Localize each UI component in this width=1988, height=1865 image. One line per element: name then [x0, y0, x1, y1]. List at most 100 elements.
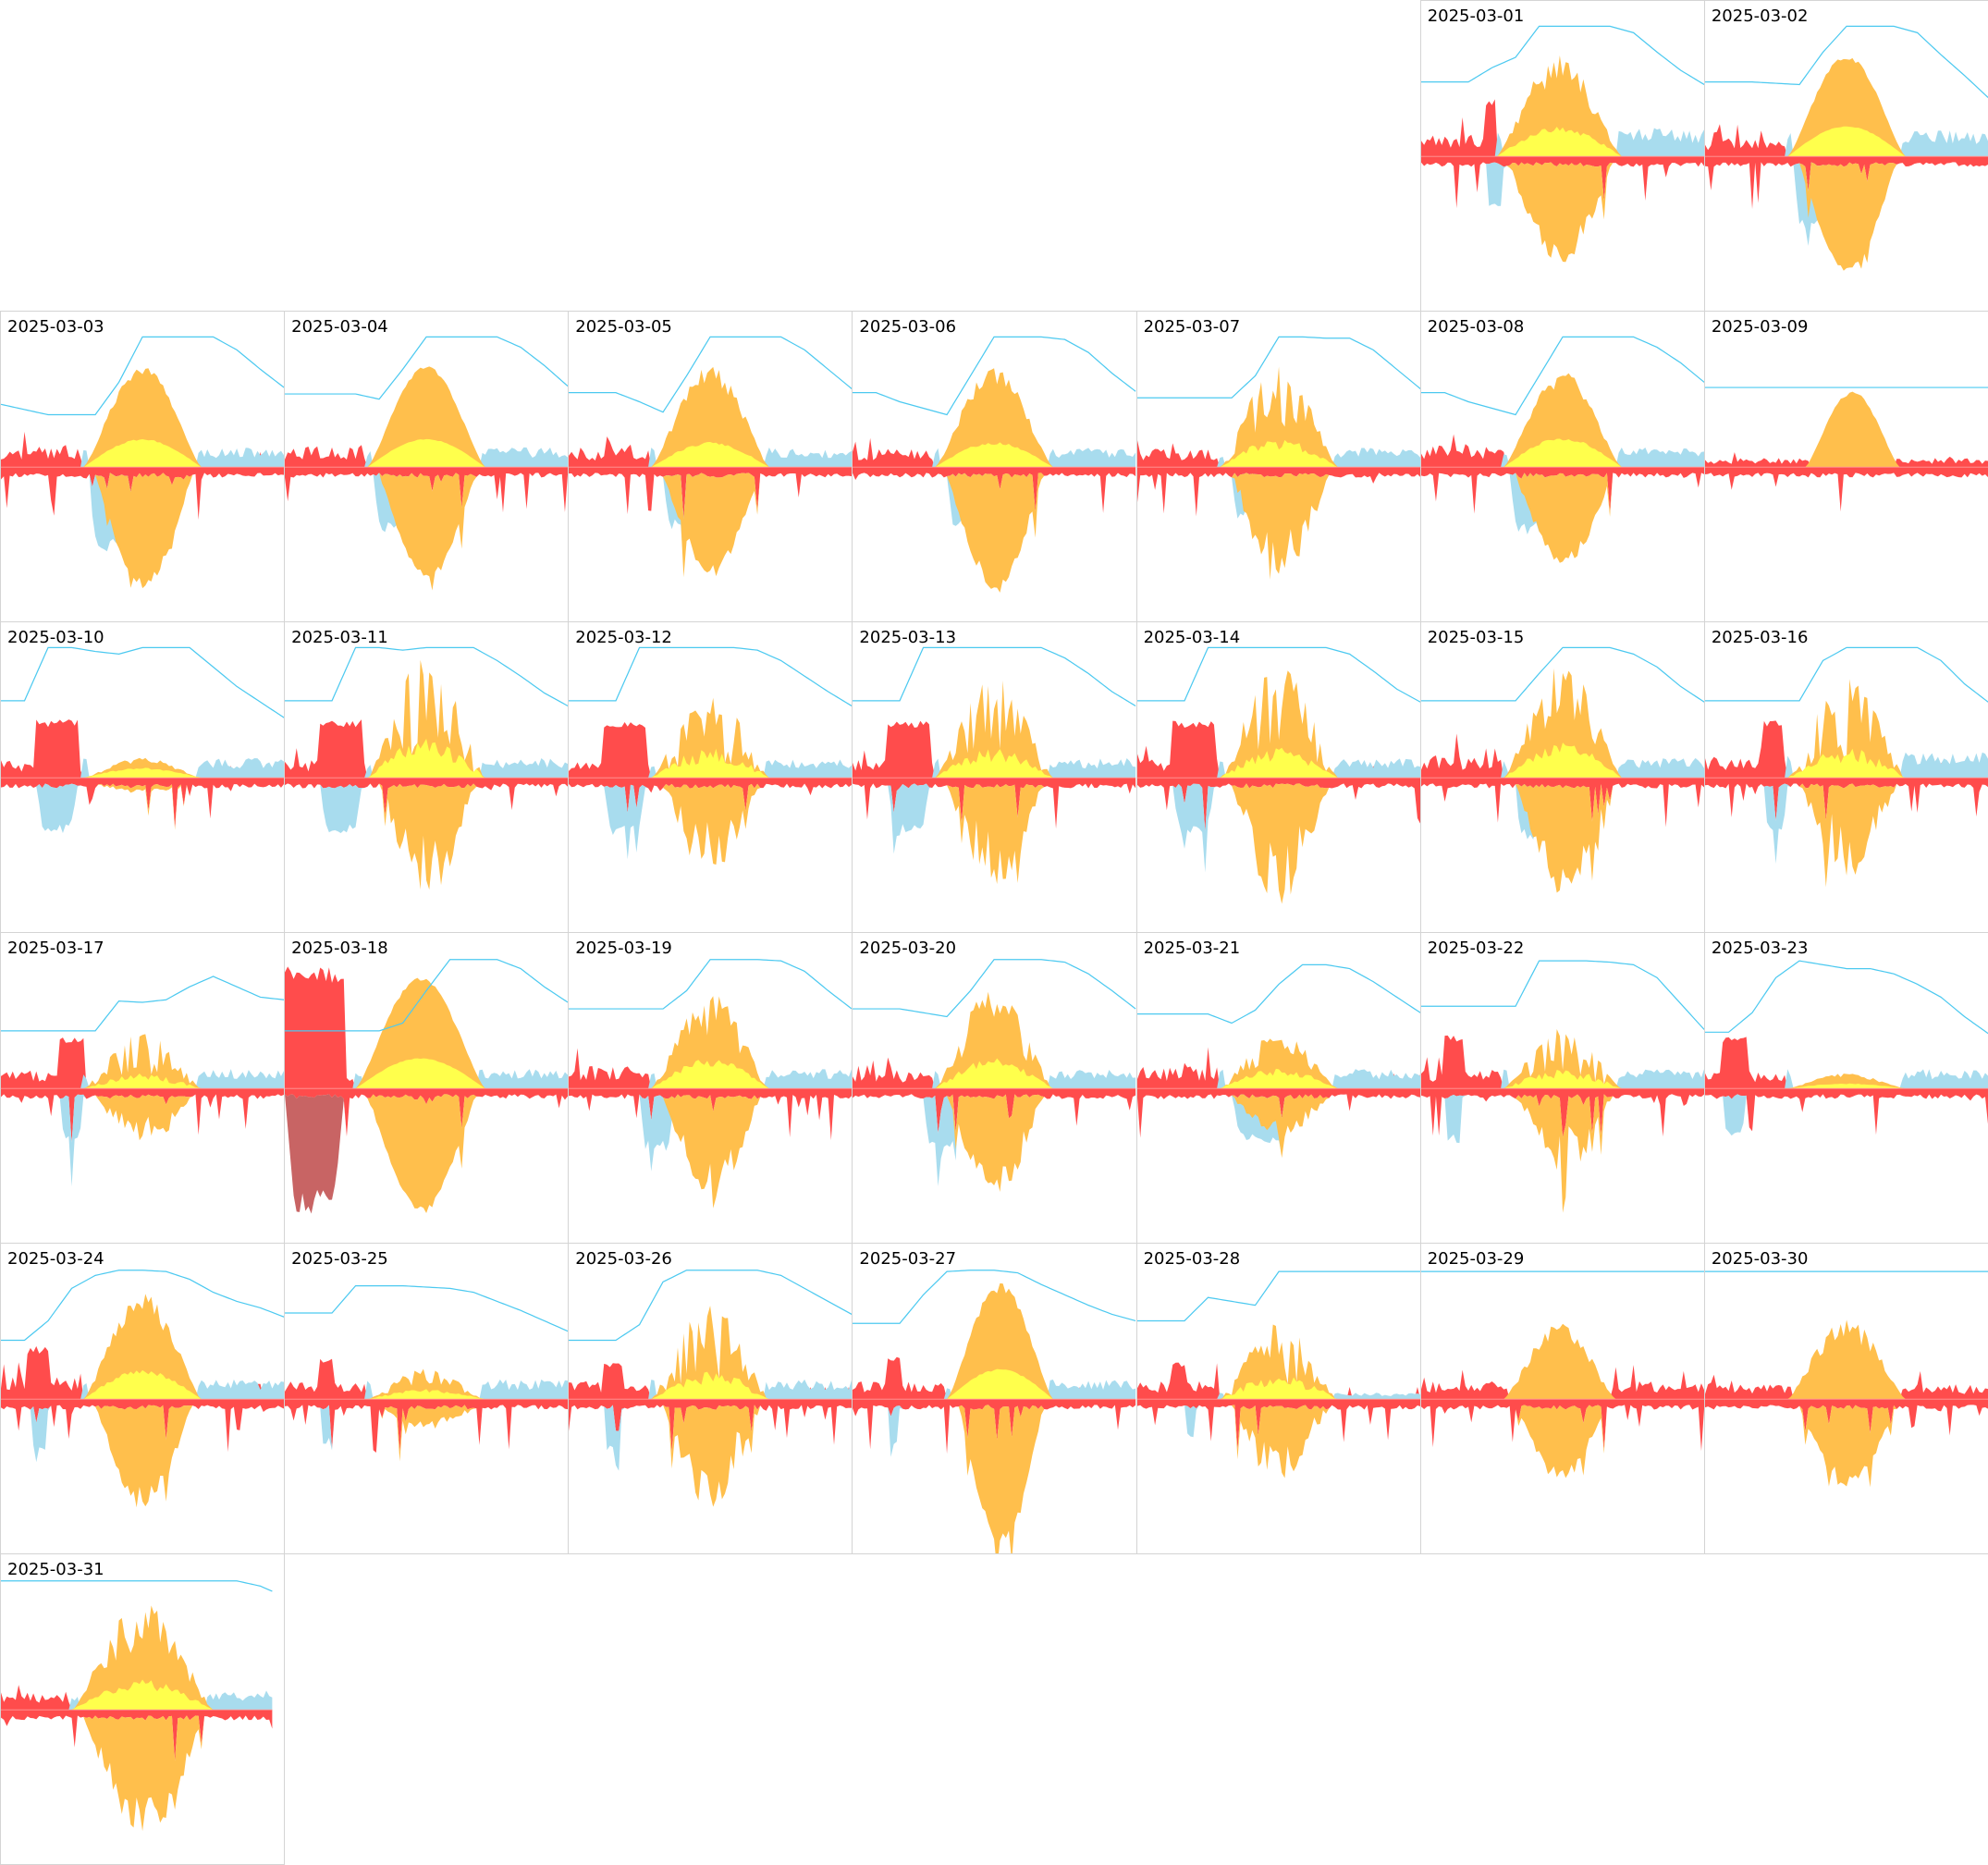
- grid-export-area: [1420, 156, 1704, 209]
- solar-export-area: [1704, 162, 1988, 271]
- battery-discharge-area: [1136, 1069, 1420, 1089]
- self-use-area: [1420, 1070, 1704, 1089]
- solar-area: [285, 366, 569, 468]
- solar-export-area: [569, 1094, 853, 1209]
- solar-area: [1, 757, 285, 779]
- grid-import-area: [1704, 1370, 1988, 1400]
- day-cell: 2025-03-25: [284, 1243, 570, 1554]
- self-use-area: [1420, 742, 1704, 779]
- battery-discharge-area: [853, 1380, 1136, 1400]
- day-energy-chart: [1, 336, 285, 589]
- battery-charge-area: [1704, 1094, 1988, 1136]
- solar-area: [285, 977, 569, 1089]
- grid-import-area: [1, 431, 285, 468]
- grid-export-area: [1, 1088, 285, 1143]
- grid-export-area: [1, 1710, 273, 1761]
- grid-import-area: [1420, 1365, 1704, 1400]
- battery-soc-line: [1704, 25, 1988, 98]
- solar-export-area: [1, 472, 285, 589]
- grid-export-area: [1136, 778, 1420, 831]
- battery-soc-line: [569, 959, 853, 1010]
- solar-export-area: [853, 1094, 1136, 1193]
- solar-area: [1704, 391, 1988, 468]
- self-use-area: [569, 748, 853, 779]
- day-cell: 2025-03-06: [852, 311, 1137, 622]
- grid-export-area: [853, 778, 1136, 829]
- solar-area: [1136, 1324, 1420, 1400]
- day-date-label: 2025-03-04: [291, 317, 388, 337]
- self-use-area: [853, 1368, 1136, 1400]
- battery-discharge-area: [1136, 758, 1420, 779]
- battery-soc-line: [1420, 960, 1704, 1030]
- solar-area: [1420, 55, 1704, 157]
- solar-area: [1420, 668, 1704, 779]
- grid-export-area: [1704, 1399, 1988, 1436]
- battery-charge-area: [569, 783, 853, 860]
- day-cell: 2025-03-16: [1703, 621, 1988, 933]
- grid-import-area: [1, 1685, 273, 1711]
- solar-export-area: [569, 783, 853, 865]
- day-date-label: 2025-03-08: [1427, 317, 1525, 337]
- day-cell: 2025-03-20: [852, 932, 1137, 1244]
- battery-soc-line: [853, 959, 1136, 1018]
- self-use-area: [853, 442, 1136, 468]
- grid-export-area: [569, 1088, 853, 1141]
- grid-export-area: [1704, 1088, 1988, 1135]
- grid-charge-area: [285, 1094, 569, 1214]
- day-cell: 2025-03-13: [852, 621, 1137, 933]
- battery-charge-area: [853, 783, 1136, 854]
- solar-area: [1, 368, 285, 468]
- solar-export-area: [285, 783, 569, 890]
- day-energy-chart: [285, 959, 569, 1214]
- battery-soc-line: [1, 1270, 285, 1342]
- battery-discharge-area: [1420, 1068, 1704, 1089]
- day-cell: 2025-03-05: [568, 311, 853, 622]
- day-energy-chart: [853, 336, 1136, 593]
- day-energy-chart: [1704, 646, 1988, 888]
- solar-export-area: [1, 1715, 273, 1832]
- solar-area: [569, 1306, 853, 1400]
- day-energy-chart: [1420, 336, 1704, 563]
- battery-discharge-area: [1136, 448, 1420, 468]
- battery-soc-line: [285, 959, 569, 1032]
- solar-area: [1136, 366, 1420, 468]
- self-use-area: [285, 1058, 569, 1089]
- solar-export-area: [853, 472, 1136, 593]
- grid-import-area: [1704, 124, 1988, 157]
- solar-export-area: [1420, 472, 1704, 563]
- battery-discharge-area: [1420, 757, 1704, 779]
- solar-area: [853, 368, 1136, 468]
- battery-soc-line: [569, 646, 853, 707]
- day-cell: 2025-03-01: [1419, 0, 1705, 312]
- solar-area: [1704, 1319, 1988, 1400]
- battery-charge-area: [1136, 1405, 1420, 1451]
- day-date-label: 2025-03-01: [1427, 6, 1525, 26]
- day-date-label: 2025-03-18: [291, 939, 388, 958]
- battery-discharge-area: [285, 1069, 569, 1089]
- self-use-area: [1420, 127, 1704, 157]
- day-date-label: 2025-03-27: [859, 1249, 957, 1269]
- battery-discharge-area: [1420, 448, 1704, 468]
- day-date-label: 2025-03-10: [7, 628, 104, 647]
- battery-discharge-area: [1704, 752, 1988, 779]
- self-use-area: [1, 438, 285, 468]
- grid-export-area: [1704, 467, 1988, 512]
- grid-export-area: [853, 467, 1136, 513]
- day-cell: 2025-03-24: [0, 1243, 286, 1554]
- battery-charge-area: [285, 783, 569, 834]
- grid-export-area: [1420, 467, 1704, 514]
- grid-export-area: [285, 1399, 569, 1454]
- self-use-area: [1136, 747, 1420, 779]
- solar-area: [285, 1368, 569, 1400]
- day-energy-chart: [853, 959, 1136, 1193]
- day-cell: 2025-03-23: [1703, 932, 1988, 1244]
- battery-soc-line: [1136, 646, 1420, 703]
- day-date-label: 2025-03-13: [859, 628, 957, 647]
- day-cell: 2025-03-29: [1419, 1243, 1705, 1554]
- day-cell: 2025-03-17: [0, 932, 286, 1244]
- day-cell: 2025-03-26: [568, 1243, 853, 1554]
- battery-discharge-area: [1704, 1069, 1988, 1089]
- solar-area: [569, 366, 853, 468]
- battery-soc-line: [853, 1270, 1136, 1324]
- battery-discharge-area: [285, 447, 569, 468]
